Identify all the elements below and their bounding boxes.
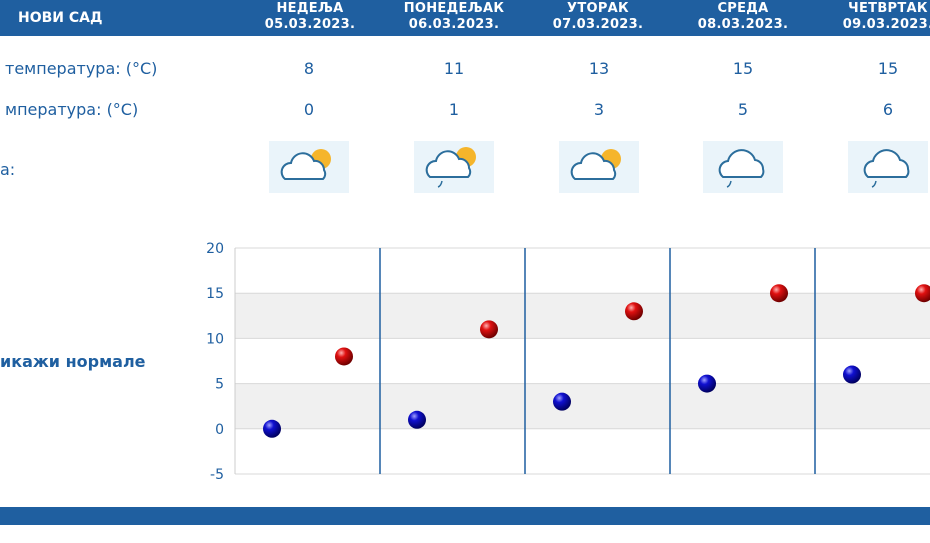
grid-band	[235, 383, 930, 429]
last-updated-text: а ажурирана: 04.03. 11:36.	[0, 526, 193, 541]
day-date: 09.03.2023.	[842, 17, 930, 32]
min-temp-marker	[553, 392, 571, 411]
max-temp-marker	[625, 302, 643, 321]
day-name: НЕДЕЉА	[276, 1, 344, 16]
show-normals-link[interactable]: икажи нормале	[0, 352, 146, 371]
partly-cloudy-icon	[559, 141, 639, 193]
temperature-chart: 20 15 10 5 0 -5	[206, 241, 930, 483]
day-header-1: НЕДЕЉА 05.03.2023.	[245, 1, 375, 33]
day-name: ЧЕТВРТАК	[848, 1, 928, 16]
y-tick-label: 0	[215, 422, 224, 438]
grid-band	[235, 293, 930, 339]
y-tick-label: 15	[206, 286, 224, 302]
day-date: 08.03.2023.	[697, 17, 789, 32]
min-temp-value: 3	[593, 100, 605, 119]
max-temp-value: 15	[877, 59, 899, 78]
max-temp-value: 8	[303, 59, 315, 78]
day-name: УТОРАК	[567, 1, 629, 16]
min-temp-marker	[843, 365, 861, 384]
y-tick-label: 5	[215, 377, 224, 393]
max-temp-marker	[480, 320, 498, 339]
partly-cloudy-rain-icon	[414, 141, 494, 193]
y-tick-label: 20	[206, 241, 224, 257]
day-name: СРЕДА	[717, 1, 769, 16]
day-date: 07.03.2023.	[552, 17, 644, 32]
min-temp-marker	[263, 419, 281, 438]
cloud-rain-icon	[848, 141, 928, 193]
cloud-rain-icon	[703, 141, 783, 193]
day-date: 06.03.2023.	[408, 17, 500, 32]
footer-bar: а ажурирана: 04.03. 11:36.	[0, 507, 930, 541]
min-temp-marker	[408, 410, 426, 429]
max-temp-value: 13	[588, 59, 610, 78]
min-temp-value: 0	[303, 100, 315, 119]
max-temp-marker	[335, 347, 353, 366]
min-temp-label: мпература: (°C)	[5, 100, 139, 119]
city-name: НОВИ САД	[18, 10, 103, 26]
max-temp-value: 15	[732, 59, 754, 78]
day-name: ПОНЕДЕЉАК	[403, 1, 505, 16]
day-header-3: УТОРАК 07.03.2023.	[533, 1, 663, 33]
weather-label: а:	[0, 160, 16, 179]
min-temp-value: 5	[737, 100, 749, 119]
day-header-2: ПОНЕДЕЉАК 06.03.2023.	[389, 1, 519, 33]
day-header-5: ЧЕТВРТАК 09.03.2023.	[823, 1, 930, 33]
min-temp-value: 6	[882, 100, 894, 119]
partly-cloudy-icon	[269, 141, 349, 193]
max-temp-value: 11	[443, 59, 465, 78]
min-temp-value: 1	[448, 100, 460, 119]
header-bar: НОВИ САД НЕДЕЉА 05.03.2023. ПОНЕДЕЉАК 06…	[0, 0, 930, 36]
min-temp-marker	[698, 374, 716, 393]
day-header-4: СРЕДА 08.03.2023.	[678, 1, 808, 33]
max-temp-marker	[915, 284, 930, 303]
day-date: 05.03.2023.	[264, 17, 356, 32]
y-tick-label: -5	[210, 467, 224, 483]
max-temp-label: температура: (°C)	[5, 59, 158, 78]
max-temp-marker	[770, 284, 788, 303]
y-tick-label: 10	[206, 331, 224, 347]
